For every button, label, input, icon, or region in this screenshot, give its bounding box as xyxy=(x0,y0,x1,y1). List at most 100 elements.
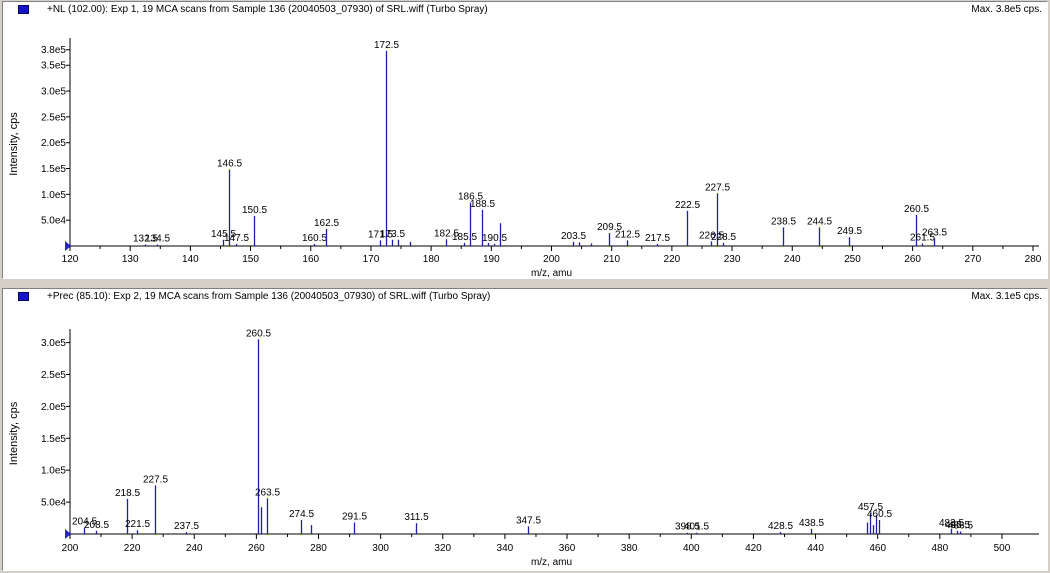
x-tick-label: 270 xyxy=(964,254,981,265)
x-tick-label: 180 xyxy=(423,254,440,265)
panel-title: +NL (102.00): Exp 1, 19 MCA scans from S… xyxy=(47,4,488,15)
y-tick-label: 3.8e5 xyxy=(41,45,66,56)
x-tick-label: 340 xyxy=(497,543,514,554)
peak-label: 486.5 xyxy=(948,520,973,531)
peak-label: 150.5 xyxy=(242,205,267,216)
peak-label: 134.5 xyxy=(145,233,170,244)
peak-label: 203.5 xyxy=(561,231,586,242)
x-tick-label: 190 xyxy=(483,254,500,265)
x-tick-label: 480 xyxy=(931,543,948,554)
spectrum-panel-2: +Prec (85.10): Exp 2, 19 MCA scans from … xyxy=(2,288,1048,571)
peak-label: 222.5 xyxy=(675,200,700,211)
peak-label: 186.5 xyxy=(458,192,483,203)
y-tick-label: 3.0e5 xyxy=(41,338,66,349)
y-tick-label: 1.5e5 xyxy=(41,164,66,175)
peak-label: 221.5 xyxy=(125,519,150,530)
peak-label: 226.5 xyxy=(699,230,724,241)
peak-label: 171.5 xyxy=(368,229,393,240)
panel-header: +NL (102.00): Exp 1, 19 MCA scans from S… xyxy=(3,4,1047,18)
peak-label: 182.5 xyxy=(434,228,459,239)
x-tick-label: 320 xyxy=(434,543,451,554)
x-tick-label: 380 xyxy=(621,543,638,554)
trace-color-marker[interactable] xyxy=(18,292,29,301)
x-tick-label: 140 xyxy=(182,254,199,265)
y-tick-label: 1.0e5 xyxy=(41,466,66,477)
max-intensity-label: Max. 3.1e5 cps. xyxy=(971,291,1042,302)
y-tick-label: 3.0e5 xyxy=(41,87,66,98)
peak-label: 173.5 xyxy=(380,229,405,240)
y-tick-label: 1.0e5 xyxy=(41,190,66,201)
peak-label: 209.5 xyxy=(597,222,622,233)
peak-label: 401.5 xyxy=(684,522,709,533)
x-axis-title: m/z, amu xyxy=(531,557,572,568)
spectrum-chart-2[interactable]: 200 220 240 260 280 300 320 340 360 380 400 420 440 4… xyxy=(3,289,1047,570)
x-tick-label: 200 xyxy=(543,254,560,265)
y-tick-label: 5.0e4 xyxy=(41,498,66,509)
peak-label: 185.5 xyxy=(452,232,477,243)
x-tick-label: 230 xyxy=(724,254,741,265)
baseline-marker-icon xyxy=(65,529,71,539)
peak-label: 291.5 xyxy=(342,512,367,523)
trace-color-marker[interactable] xyxy=(18,5,29,14)
y-tick-label: 1.5e5 xyxy=(41,434,66,445)
peak-label: 311.5 xyxy=(404,512,429,523)
peak-label: 190.5 xyxy=(482,233,507,244)
x-tick-label: 120 xyxy=(62,254,79,265)
peak-label: 428.5 xyxy=(768,521,793,532)
x-tick-label: 160 xyxy=(302,254,319,265)
x-tick-label: 220 xyxy=(664,254,681,265)
panel-title: +Prec (85.10): Exp 2, 19 MCA scans from … xyxy=(47,291,491,302)
peak-label: 460.5 xyxy=(867,509,892,520)
y-axis-title: Intensity, cps xyxy=(8,112,20,176)
peak-label: 227.5 xyxy=(143,475,168,486)
peak-label: 398.5 xyxy=(675,522,700,533)
panel-header: +Prec (85.10): Exp 2, 19 MCA scans from … xyxy=(3,291,1047,305)
peak-label: 162.5 xyxy=(314,218,339,229)
spectrum-chart-1[interactable]: 120 130 140 150 160 170 180 190 200 210 220 230 240 2… xyxy=(3,2,1047,279)
peak-label: 146.5 xyxy=(217,159,242,170)
y-tick-label: 3.5e5 xyxy=(41,61,66,72)
y-tick-label: 5.0e4 xyxy=(41,216,66,227)
peak-label: 457.5 xyxy=(858,502,883,513)
x-tick-label: 280 xyxy=(310,543,327,554)
y-axis-title: Intensity, cps xyxy=(8,401,20,465)
peak-label: 227.5 xyxy=(705,182,730,193)
peak-label: 261.5 xyxy=(910,232,935,243)
x-tick-label: 400 xyxy=(683,543,700,554)
spectrum-panel-1: +NL (102.00): Exp 1, 19 MCA scans from S… xyxy=(2,1,1048,279)
x-tick-label: 260 xyxy=(904,254,921,265)
peak-label: 244.5 xyxy=(807,216,832,227)
y-tick-label: 2.5e5 xyxy=(41,112,66,123)
peak-label: 160.5 xyxy=(302,233,327,244)
peak-label: 274.5 xyxy=(289,509,314,520)
peak-label: 238.5 xyxy=(771,216,796,227)
peak-label: 212.5 xyxy=(615,229,640,240)
x-tick-label: 420 xyxy=(745,543,762,554)
peak-label: 483.5 xyxy=(939,518,964,529)
x-tick-label: 360 xyxy=(559,543,576,554)
peak-label: 260.5 xyxy=(904,204,929,215)
y-tick-label: 2.5e5 xyxy=(41,370,66,381)
peak-label: 237.5 xyxy=(174,521,199,532)
x-tick-label: 170 xyxy=(363,254,380,265)
x-tick-label: 460 xyxy=(869,543,886,554)
peak-label: 260.5 xyxy=(246,328,271,339)
x-tick-label: 200 xyxy=(62,543,79,554)
x-tick-label: 280 xyxy=(1025,254,1042,265)
x-tick-label: 300 xyxy=(372,543,389,554)
x-tick-label: 240 xyxy=(186,543,203,554)
peak-label: 263.5 xyxy=(255,487,280,498)
peak-label: 145.5 xyxy=(211,229,236,240)
x-tick-label: 500 xyxy=(994,543,1011,554)
x-tick-label: 150 xyxy=(242,254,259,265)
peak-label: 204.5 xyxy=(72,517,97,528)
x-axis-title: m/z, amu xyxy=(531,268,572,279)
peak-label: 217.5 xyxy=(645,233,670,244)
peak-label: 172.5 xyxy=(374,40,399,51)
max-intensity-label: Max. 3.8e5 cps. xyxy=(971,4,1042,15)
baseline-marker-icon xyxy=(65,241,71,251)
x-tick-label: 260 xyxy=(248,543,265,554)
peak-label: 485.5 xyxy=(945,520,970,531)
x-tick-label: 210 xyxy=(603,254,620,265)
peak-label: 147.5 xyxy=(224,233,249,244)
